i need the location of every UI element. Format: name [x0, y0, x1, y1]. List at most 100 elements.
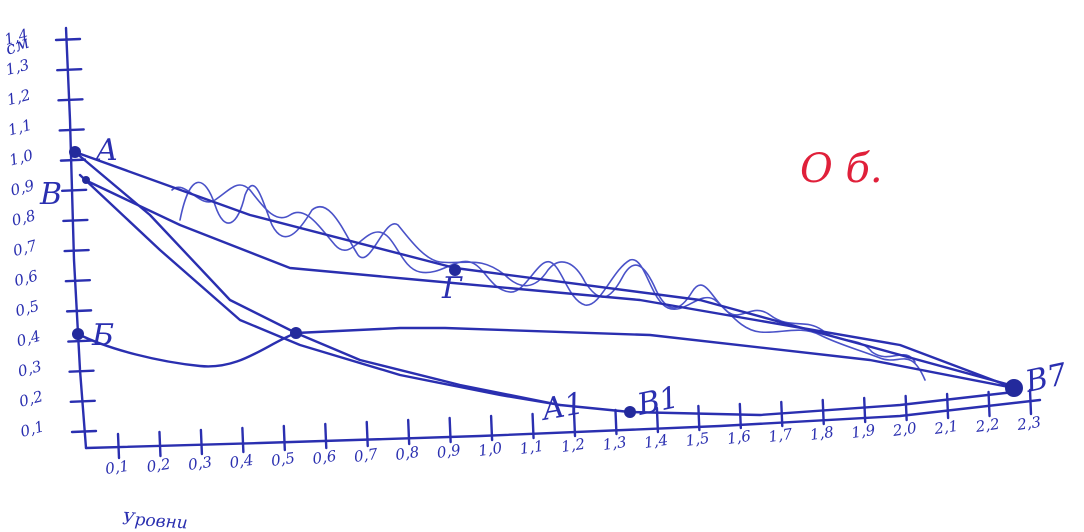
label-b7: В7 — [1021, 357, 1070, 400]
x-tick — [116, 432, 121, 460]
x-tick-label: 0,2 — [146, 455, 172, 476]
x-tick-label: 1,2 — [560, 435, 586, 456]
wavy-line-2 — [171, 184, 926, 381]
y-tick-label: 1,2 — [5, 86, 33, 110]
line-b1-to-b7 — [628, 390, 1016, 417]
x-tick — [406, 418, 411, 446]
label-a: A — [93, 133, 118, 168]
x-tick-label: 0,5 — [270, 449, 296, 470]
point-b — [72, 328, 84, 340]
x-tick — [241, 426, 245, 454]
x-tick-label: 2,1 — [932, 417, 959, 438]
y-tick — [69, 399, 96, 404]
x-tick — [945, 392, 950, 420]
line-g-to-b1 — [294, 331, 632, 414]
x-tick-label: 2,2 — [974, 415, 1001, 436]
wavy-line-1 — [179, 181, 916, 363]
x-tick-label: 0,4 — [228, 451, 254, 472]
point-g — [290, 327, 302, 339]
x-tick-label: 1,9 — [850, 421, 877, 442]
y-tick-label: 0,4 — [15, 327, 43, 351]
y-tick-label: 0,8 — [10, 206, 38, 230]
y-tick-label: 0,2 — [17, 387, 45, 411]
y-tick-label: 0,3 — [16, 357, 44, 381]
x-tick-label: 1,8 — [809, 423, 835, 444]
y-tick — [67, 339, 94, 343]
y-axis — [64, 26, 88, 450]
y-tick — [70, 429, 98, 434]
x-tick-label: 0,8 — [394, 443, 420, 464]
x-tick — [697, 404, 701, 432]
y-tick-label: 0,6 — [12, 266, 40, 290]
x-tick — [365, 420, 369, 448]
y-tick-label: 1,3 — [4, 55, 32, 79]
y-tick-label: 1,0 — [7, 146, 35, 170]
x-tick — [1028, 388, 1033, 416]
x-tick — [821, 398, 825, 426]
line-b-to-b7 — [83, 178, 1016, 390]
x-tick — [572, 410, 577, 438]
x-tick-label: 0,6 — [311, 447, 338, 468]
y-tick — [64, 279, 92, 283]
note: О б. — [800, 146, 883, 192]
y-axis-ticks: 1,4 1,3 1,2 1,1 1,0 0,9 0,8 0,7 0,6 0,5 0,4 0,3 0,2 0… — [2, 25, 98, 441]
line-g-to-b7 — [294, 326, 1016, 390]
x-tick-label: 0,3 — [187, 453, 213, 474]
x-tick — [614, 408, 618, 436]
line-b-to-g — [76, 331, 298, 368]
point-b7 — [1005, 379, 1023, 397]
point-mid — [449, 264, 461, 276]
y-tick-label: 1,1 — [6, 116, 34, 140]
y-tick — [54, 37, 82, 42]
y-tick — [68, 369, 95, 373]
label-c: В — [39, 177, 62, 212]
x-axis — [84, 398, 1042, 450]
x-tick — [531, 412, 535, 440]
x-tick-label: 1,7 — [767, 425, 794, 446]
x-tick-label: 1,4 — [643, 431, 669, 452]
y-tick — [65, 309, 93, 313]
y-tick-label: 1,4 — [2, 25, 30, 49]
x-tick — [282, 424, 287, 452]
x-tick-label: 0,9 — [436, 441, 463, 462]
x-tick-label: 1,1 — [519, 437, 545, 458]
x-tick-label: 1,3 — [602, 433, 628, 454]
y-tick-label: 0,9 — [9, 176, 37, 200]
y-tick — [62, 218, 89, 223]
line-a-to-g — [73, 150, 298, 335]
y-tick-label: 0,1 — [18, 417, 46, 441]
y-tick-label: 0,7 — [11, 236, 39, 260]
y-tick-label: 0,5 — [13, 297, 41, 321]
x-tick-label: 2,3 — [1015, 413, 1042, 434]
label-b1: В1 — [633, 380, 681, 423]
y-tick — [60, 188, 88, 192]
x-tick — [158, 430, 162, 458]
x-tick-label: 1,6 — [726, 427, 753, 448]
point-a — [69, 146, 81, 158]
y-tick — [58, 128, 85, 132]
x-axis-ticks: 0,1 0,2 0,3 0,4 0,5 0,6 0,7 0,8 0,9 1,0 1,1 1,2 1,3 1… — [104, 388, 1042, 478]
x-tick-label: 0,1 — [104, 457, 130, 478]
x-tick — [904, 394, 908, 422]
x-tick-label: 1,5 — [684, 429, 710, 450]
x-tick — [862, 396, 867, 424]
x-axis-label: Уровни — [122, 509, 189, 532]
label-g: Г — [441, 271, 463, 306]
y-tick — [63, 248, 90, 253]
x-tick-label: 2,0 — [891, 419, 919, 440]
x-tick — [738, 402, 743, 430]
x-tick-label: 1,0 — [477, 439, 504, 460]
point-c — [82, 176, 90, 184]
label-b: Б — [91, 318, 114, 353]
x-tick — [448, 416, 452, 444]
x-tick-label: 0,7 — [353, 445, 380, 466]
x-tick — [324, 422, 328, 450]
label-a1: А1 — [537, 386, 586, 428]
line-a-to-a1 — [78, 173, 562, 407]
x-tick — [489, 414, 494, 442]
x-tick — [199, 428, 204, 456]
point-b1 — [624, 406, 636, 418]
y-tick — [59, 158, 87, 162]
y-tick — [56, 67, 83, 72]
